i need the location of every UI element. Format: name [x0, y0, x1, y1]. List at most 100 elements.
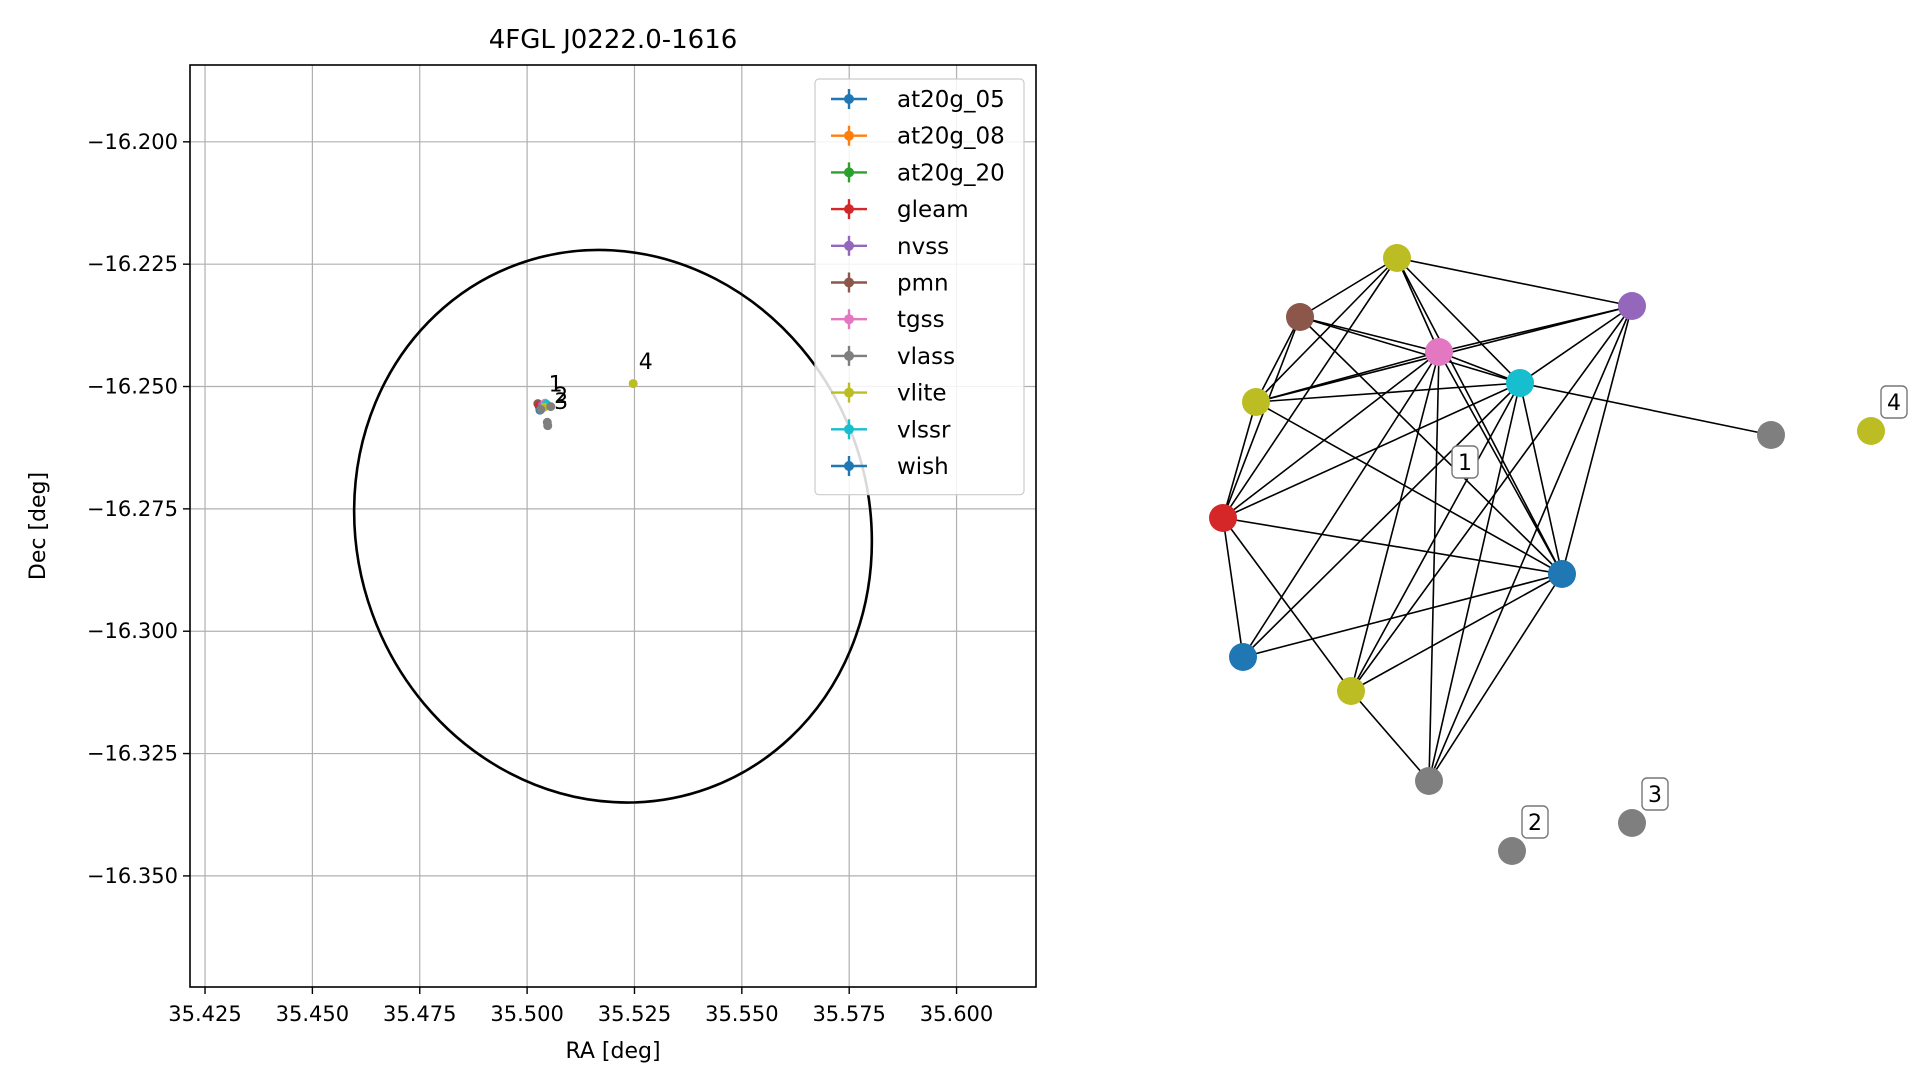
- x-axis-label: RA [deg]: [565, 1039, 660, 1064]
- label-text: 4: [1887, 391, 1901, 416]
- y-tick-label: −16.225: [87, 252, 178, 276]
- edge-vlite_a-vlssr: [1396, 257, 1521, 384]
- y-ticks: −16.200 −16.225 −16.250 −16.275 −16.300 −16.3…: [87, 130, 190, 888]
- legend-marker-dot: [844, 350, 854, 361]
- edge-vlite_a-tgss: [1396, 257, 1440, 353]
- edge-wish-vlass_a: [1428, 573, 1563, 782]
- edge-tgss-wish: [1438, 351, 1563, 575]
- y-tick-label: −16.325: [87, 742, 178, 766]
- edge-vlssr-at20g: [1242, 382, 1521, 658]
- sky-map-panel: 123 4 35.425 35.450 35.475 35.500 35.525 35.55…: [26, 25, 1037, 1064]
- node-vlite_b: [1242, 388, 1270, 416]
- legend-marker-dot: [844, 461, 854, 471]
- edge-tgss-vlass_a: [1428, 351, 1440, 782]
- label-box: [1521, 805, 1549, 839]
- edge-pmn-wish: [1299, 316, 1563, 575]
- legend-label: at20g_08: [897, 124, 1005, 150]
- edge-nvss-wish: [1561, 305, 1633, 575]
- edge-gleam-wish: [1222, 517, 1563, 575]
- legend-entry-pmn: pmn: [831, 271, 949, 297]
- legend-entry-wish: wish: [831, 454, 949, 480]
- edge-wish-vlite_c: [1350, 573, 1563, 692]
- legend-label: at20g_20: [897, 160, 1005, 186]
- y-tick-label: −16.350: [87, 864, 178, 888]
- legend-box: [814, 78, 1025, 496]
- edge-pmn-vlssr: [1299, 316, 1521, 384]
- legend-marker-dot: [844, 277, 854, 288]
- node-wish: [1548, 560, 1576, 588]
- x-tick-label: 35.525: [598, 1002, 671, 1026]
- legend-label: pmn: [897, 271, 949, 297]
- edge-vlssr-gleam: [1222, 382, 1521, 519]
- edge-vlssr-vlite_b: [1255, 382, 1521, 403]
- edge-nvss-vlssr: [1519, 305, 1633, 384]
- edge-pmn-vlite_b: [1255, 316, 1301, 403]
- network-edges: [1222, 257, 1772, 782]
- legend-label: gleam: [897, 197, 969, 223]
- edge-vlssr-vlass_b: [1519, 382, 1772, 436]
- node-gleam: [1209, 504, 1237, 532]
- edge-pmn-tgss: [1299, 316, 1440, 353]
- edge-vlite_a-nvss: [1396, 257, 1633, 307]
- y-tick-label: −16.250: [87, 375, 178, 399]
- legend-entry-at20g_05: at20g_05: [831, 87, 1005, 113]
- node-at20g: [1229, 643, 1257, 671]
- edge-tgss-gleam: [1222, 351, 1440, 519]
- node-vlass_b: [1757, 421, 1785, 449]
- legend-marker-dot: [844, 240, 854, 251]
- legend-entry-nvss: nvss: [831, 234, 949, 260]
- network-label-3: 3: [1641, 777, 1669, 811]
- edge-vlite_b-gleam: [1222, 401, 1257, 519]
- node-vlite_4: [1857, 417, 1885, 445]
- x-tick-label: 35.475: [383, 1002, 456, 1026]
- label-text: 1: [1458, 451, 1472, 476]
- edge-at20g-wish: [1242, 573, 1563, 658]
- x-ticks: 35.425 35.450 35.475 35.500 35.525 35.550 35.5…: [168, 987, 993, 1026]
- source-annotations: 123 4: [549, 350, 653, 415]
- node-vlite_a: [1383, 244, 1411, 272]
- legend-label: vlite: [897, 381, 947, 407]
- x-tick-label: 35.550: [705, 1002, 778, 1026]
- legend-label: at20g_05: [897, 87, 1005, 113]
- legend-marker-dot: [844, 424, 854, 435]
- label-text: 2: [1528, 811, 1542, 836]
- legend-label: tgss: [897, 307, 945, 333]
- legend-marker-dot: [844, 130, 854, 141]
- node-vlssr: [1506, 369, 1534, 397]
- node-nvss: [1618, 292, 1646, 320]
- crossmatch-network-panel: 1 2 3 4: [1209, 244, 1908, 865]
- label-box: [1880, 385, 1908, 419]
- network-nodes: [1209, 244, 1885, 865]
- x-tick-label: 35.575: [812, 1002, 885, 1026]
- edge-nvss-vlite_c: [1350, 305, 1633, 692]
- point-vlass: [543, 421, 553, 431]
- legend-marker-dot: [844, 204, 854, 215]
- annotation-3: 3: [554, 390, 568, 415]
- network-label-4: 4: [1880, 385, 1908, 419]
- network-labels: 1 2 3 4: [1451, 385, 1908, 839]
- x-tick-label: 35.425: [168, 1002, 241, 1026]
- edge-vlite_a-pmn: [1299, 257, 1398, 318]
- edge-vlssr-vlass_a: [1428, 382, 1521, 782]
- legend-entry-vlite: vlite: [831, 381, 947, 407]
- edge-vlite_c-vlass_a: [1350, 690, 1430, 782]
- label-text: 3: [1648, 783, 1662, 808]
- legend-label: wish: [897, 454, 949, 480]
- edge-pmn-gleam: [1222, 316, 1301, 519]
- axes-frame: [189, 64, 1037, 988]
- y-tick-label: −16.300: [87, 619, 178, 643]
- node-pmn: [1286, 303, 1314, 331]
- edge-tgss-vlssr: [1438, 351, 1521, 384]
- annotation-4: 4: [639, 350, 653, 375]
- legend-marker-dot: [844, 94, 854, 104]
- point-vlite: [628, 379, 638, 389]
- node-tgss: [1425, 338, 1453, 366]
- node-vlass_2: [1498, 837, 1526, 865]
- point-vlass: [536, 405, 546, 415]
- point-vlass: [546, 402, 556, 412]
- legend-entry-vlssr: vlssr: [831, 417, 951, 443]
- legend-entry-at20g_20: at20g_20: [831, 160, 1005, 186]
- annotation-1: 1: [549, 372, 563, 397]
- y-tick-label: −16.200: [87, 130, 178, 154]
